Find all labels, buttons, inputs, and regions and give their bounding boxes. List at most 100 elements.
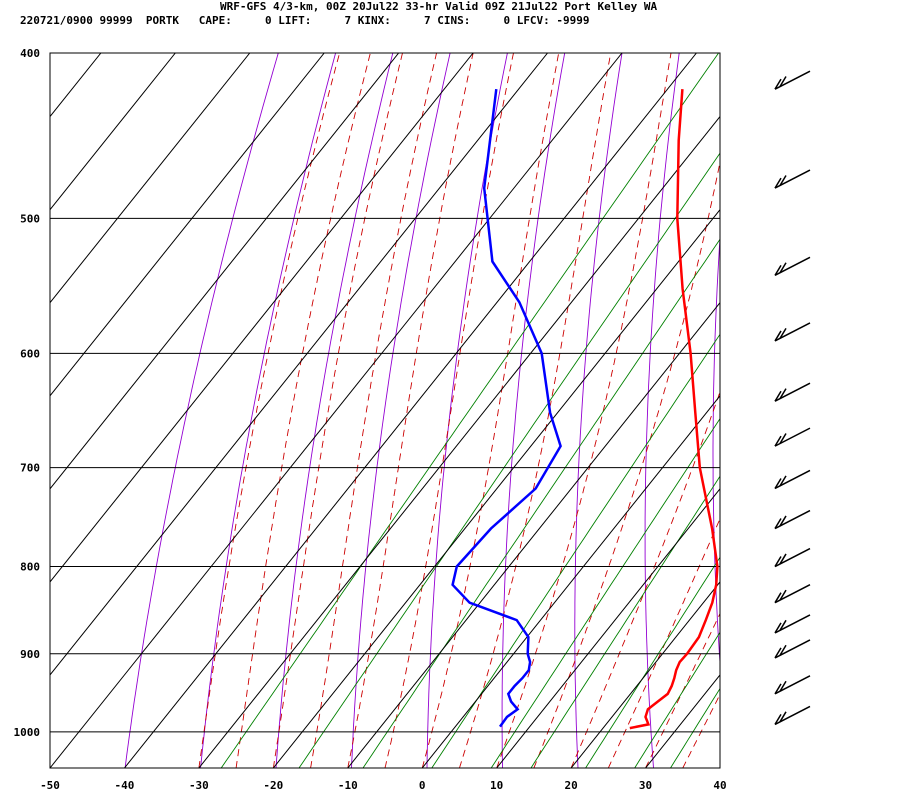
wind-barb-feather [774,622,782,634]
isotherm-line [570,581,720,768]
dry-adiabat-line [712,230,720,670]
y-tick-label: 500 [20,212,40,225]
mixing-ratio-line [585,556,720,768]
temperature-profile-line [629,89,719,730]
y-tick-label: 900 [20,648,40,661]
wind-barb [774,639,811,659]
y-tick-label: 1000 [14,726,41,739]
x-tick-label: -10 [338,779,358,792]
wind-barb-feather [774,518,782,529]
moist-adiabat-line [347,53,474,768]
wind-barb [774,322,811,342]
dry-adiabat-line [644,53,680,768]
wind-barb [774,705,811,726]
y-tick-label: 400 [20,47,40,60]
moist-adiabat-line [272,53,403,768]
x-tick-label: -40 [115,779,135,792]
isotherm-line [272,208,720,768]
dry-adiabat-line [574,53,623,768]
dewpoint-profile-line [451,88,562,728]
mixing-ratio-line [490,417,720,768]
sounding-profiles [451,88,719,730]
wind-barbs-column [774,70,811,726]
dry-adiabat-line [124,53,279,768]
axis-labels: -50 -40 -30 -20 -10 0 10 20 30 40 400 500 600 700 800 9… [14,47,727,792]
isotherm-line [198,115,720,768]
wind-barb-feather [779,327,787,339]
isotherm-line [50,53,400,490]
x-tick-label: 10 [490,779,503,792]
moist-adiabat-line [570,390,720,768]
wind-barb-feather [774,390,782,402]
wind-barb-feather [779,388,787,399]
x-tick-label: 40 [713,779,726,792]
x-tick-label: 20 [564,779,577,792]
moist-adiabat-line [310,53,437,768]
x-tick-label: 30 [639,779,652,792]
mixing-ratio-line [670,687,720,768]
wind-barb-feather [779,475,787,487]
wind-barb-feather [779,619,787,631]
wind-barb-feather [774,592,782,604]
background-grid [50,34,880,768]
wind-barb-feather [774,435,782,447]
isotherm-line [496,488,720,768]
wind-barb-feather [779,589,787,601]
wind-barb [774,70,811,90]
wind-barb-feather [779,644,787,656]
isotherm-line [645,674,720,768]
isotherm-line [50,53,474,583]
isotherm-line [50,53,325,397]
wind-barb-feather [779,433,787,444]
isotherm-line [347,301,720,768]
isotherm-line [50,53,176,211]
wind-barb-feather [774,683,782,695]
moist-adiabat-line [533,160,720,768]
wind-barb [774,509,811,530]
dry-adiabat-line [200,53,337,768]
moist-adiabat-line [235,53,371,768]
dry-adiabat-line [501,53,566,768]
wind-barb [774,614,811,634]
wind-barb [774,675,811,695]
wind-barb-feather [779,175,787,186]
x-tick-label: -50 [40,779,60,792]
wind-barb-feather [779,76,787,87]
mixing-ratio-line [431,333,720,768]
wind-barb [774,547,811,568]
isotherm-line [50,53,251,304]
wind-barb [774,427,811,447]
isotherm-line [719,767,720,768]
moist-adiabat-line [719,766,720,768]
dry-adiabat-line [779,34,805,768]
wind-barb [774,256,811,277]
wind-barb-feather [774,556,782,567]
wind-barb-feather [774,647,782,659]
wind-barb-feather [774,478,782,489]
sounding-indices: 220721/0900 99999 PORTK CAPE: 0 LIFT: 7 … [20,14,590,27]
chart-title: WRF-GFS 4/3-km, 00Z 20Jul22 33-hr Valid … [220,0,658,13]
mixing-ratio-line [362,238,720,768]
dry-adiabat-line [426,53,508,768]
moist-adiabat-line [645,612,720,768]
plot-frame [49,52,721,769]
wind-barb-feather [779,680,787,692]
dry-adiabat-line [351,53,451,768]
mixing-ratio-line [530,475,720,768]
wind-barb-feather [774,177,782,189]
wind-barb-feather [774,264,782,276]
moist-adiabat-line [496,53,672,768]
wind-barb-feather [779,711,787,723]
mixing-ratio-line [298,152,720,768]
moist-adiabat-line [198,53,341,768]
wind-barb [774,382,811,402]
x-tick-label: -30 [189,779,209,792]
wind-barb [774,469,811,490]
x-tick-label: -20 [263,779,283,792]
wind-barb-feather [779,553,787,565]
mixing-ratio-line [634,631,720,768]
mixing-ratio-line [220,53,719,768]
dry-adiabat-line [843,34,880,768]
y-tick-label: 700 [20,462,40,475]
